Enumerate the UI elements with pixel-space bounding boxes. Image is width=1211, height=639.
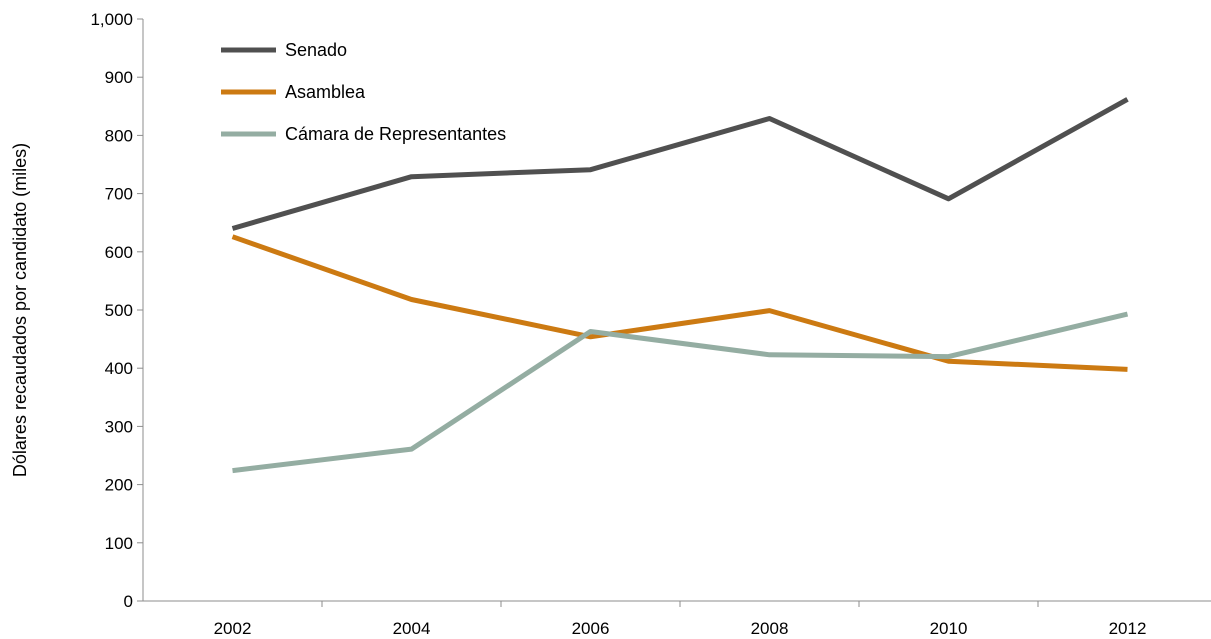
legend-label: Senado <box>285 40 347 60</box>
x-tick-label: 2008 <box>751 619 789 638</box>
y-ticks: 0 100 200 300 400 500 600 700 800 900 1,000 <box>90 10 143 611</box>
legend-label: Cámara de Representantes <box>285 124 506 144</box>
y-tick-label: 300 <box>105 417 133 436</box>
y-tick-label: 900 <box>105 68 133 87</box>
y-tick-label: 1,000 <box>90 10 133 29</box>
series-line <box>232 311 1129 474</box>
y-tick-label: 800 <box>105 126 133 145</box>
series-line <box>231 234 1128 372</box>
x-ticks: 2002 2004 2006 2008 2010 2012 <box>214 601 1147 638</box>
y-tick-label: 600 <box>105 243 133 262</box>
x-tick-label: 2010 <box>930 619 968 638</box>
y-tick-label: 200 <box>105 476 133 495</box>
legend-label: Asamblea <box>285 82 366 102</box>
series-layer <box>231 97 1129 474</box>
legend: Senado Asamblea Cámara de Representantes <box>221 40 506 144</box>
x-tick-label: 2004 <box>393 619 431 638</box>
y-axis: 0 100 200 300 400 500 600 700 800 900 1,000 <box>90 10 144 611</box>
x-tick-label: 2002 <box>214 619 252 638</box>
x-tick-label: 2006 <box>572 619 610 638</box>
y-tick-label: 400 <box>105 359 133 378</box>
x-tick-label: 2012 <box>1109 619 1147 638</box>
x-axis: 2002 2004 2006 2008 2010 2012 <box>143 600 1211 638</box>
y-tick-label: 100 <box>105 534 133 553</box>
y-tick-label: 700 <box>105 185 133 204</box>
y-axis-title: Dólares recaudados por candidato (miles) <box>10 143 30 477</box>
y-tick-label: 500 <box>105 301 133 320</box>
series-line <box>231 97 1129 231</box>
y-tick-label: 0 <box>124 592 133 611</box>
